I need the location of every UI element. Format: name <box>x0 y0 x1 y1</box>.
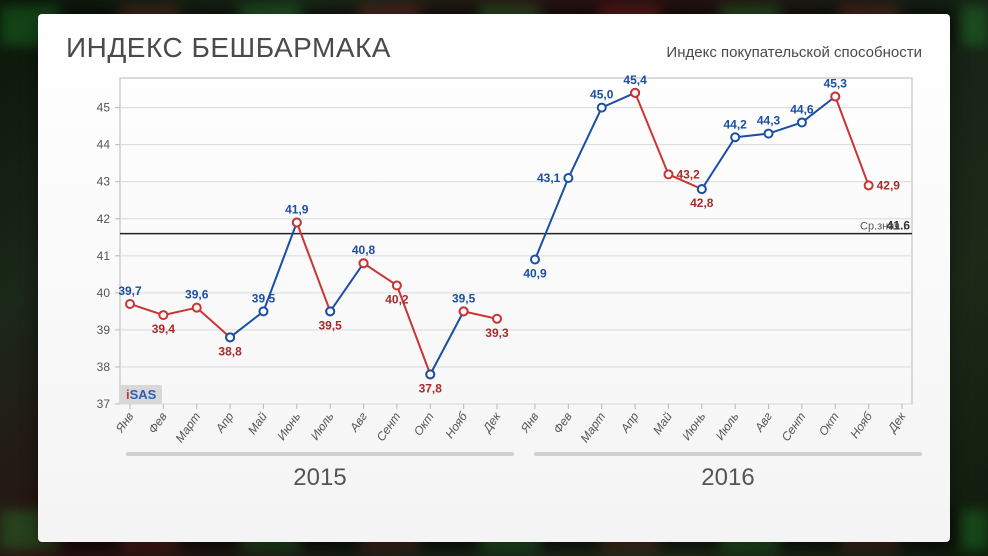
svg-text:Сент: Сент <box>779 410 809 444</box>
svg-text:45,0: 45,0 <box>590 88 614 102</box>
svg-text:Май: Май <box>245 409 270 437</box>
svg-text:43: 43 <box>97 175 111 189</box>
svg-text:44: 44 <box>97 138 111 152</box>
svg-text:44,2: 44,2 <box>724 117 748 131</box>
chart-card: ИНДЕКС БЕШБАРМАКА Индекс покупательской … <box>38 14 950 542</box>
svg-text:41: 41 <box>97 249 111 263</box>
line-chart: 373839404142434445ЯнвФевМартАпрМайИюньИю… <box>66 70 922 450</box>
svg-text:41.6: 41.6 <box>887 219 911 233</box>
svg-text:39,5: 39,5 <box>252 291 276 305</box>
svg-text:39,3: 39,3 <box>485 326 509 340</box>
svg-text:42: 42 <box>97 212 111 226</box>
svg-text:Июнь: Июнь <box>274 410 303 443</box>
svg-text:40: 40 <box>97 286 111 300</box>
svg-text:Июль: Июль <box>713 410 742 443</box>
svg-text:Март: Март <box>578 410 609 445</box>
svg-text:Янв: Янв <box>517 410 541 436</box>
svg-text:Окт: Окт <box>411 410 437 439</box>
svg-text:43,2: 43,2 <box>676 167 700 181</box>
svg-text:41,9: 41,9 <box>285 202 309 216</box>
svg-text:Фев: Фев <box>550 410 574 436</box>
svg-text:39,4: 39,4 <box>152 322 176 336</box>
logo-sas: SAS <box>130 387 157 402</box>
year-2016: 2016 <box>534 452 922 492</box>
svg-text:38,8: 38,8 <box>218 344 242 358</box>
year-bar-line <box>534 452 922 456</box>
svg-text:40,9: 40,9 <box>523 267 547 281</box>
svg-text:Окт: Окт <box>816 410 842 439</box>
svg-text:Дек: Дек <box>479 409 504 437</box>
svg-text:45,3: 45,3 <box>824 77 848 91</box>
svg-text:42,9: 42,9 <box>877 178 901 192</box>
svg-text:39,6: 39,6 <box>185 288 209 302</box>
svg-text:37: 37 <box>97 397 111 411</box>
year-bar-line <box>126 452 514 456</box>
svg-text:Авг: Авг <box>346 410 370 435</box>
svg-text:44,6: 44,6 <box>790 102 814 116</box>
svg-text:Апр: Апр <box>617 409 641 436</box>
svg-text:Дек: Дек <box>884 409 909 437</box>
svg-text:Авг: Авг <box>751 410 775 435</box>
svg-text:42,8: 42,8 <box>690 196 714 210</box>
svg-text:37,8: 37,8 <box>419 381 443 395</box>
svg-text:40,2: 40,2 <box>385 292 409 306</box>
svg-text:Май: Май <box>650 409 675 437</box>
svg-text:39: 39 <box>97 323 111 337</box>
svg-text:39,5: 39,5 <box>452 291 476 305</box>
card-header: ИНДЕКС БЕШБАРМАКА Индекс покупательской … <box>66 32 922 64</box>
svg-text:45,4: 45,4 <box>623 73 647 87</box>
svg-text:Июнь: Июнь <box>679 410 708 443</box>
plot-area: 373839404142434445ЯнвФевМартАпрМайИюньИю… <box>66 70 922 450</box>
svg-text:Сент: Сент <box>374 410 404 444</box>
svg-text:43,1: 43,1 <box>537 171 561 185</box>
chart-title: ИНДЕКС БЕШБАРМАКА <box>66 32 391 64</box>
svg-text:Март: Март <box>173 410 204 445</box>
chart-subtitle: Индекс покупательской способности <box>666 44 922 61</box>
year-label: 2015 <box>126 464 514 492</box>
svg-text:Янв: Янв <box>112 410 136 436</box>
svg-text:Нояб: Нояб <box>442 409 470 441</box>
svg-text:Апр: Апр <box>212 409 236 436</box>
isas-logo: iSAS <box>120 385 162 404</box>
svg-text:45: 45 <box>97 101 111 115</box>
svg-text:Июль: Июль <box>308 410 337 443</box>
year-2015: 2015 <box>126 452 514 492</box>
svg-text:39,5: 39,5 <box>319 318 343 332</box>
svg-text:Нояб: Нояб <box>847 409 875 441</box>
svg-text:40,8: 40,8 <box>352 243 376 257</box>
year-axis: 2015 2016 <box>66 452 922 492</box>
svg-text:44,3: 44,3 <box>757 114 781 128</box>
year-label: 2016 <box>534 464 922 492</box>
svg-text:39,7: 39,7 <box>118 284 142 298</box>
svg-text:38: 38 <box>97 360 111 374</box>
svg-text:Фев: Фев <box>145 410 169 436</box>
